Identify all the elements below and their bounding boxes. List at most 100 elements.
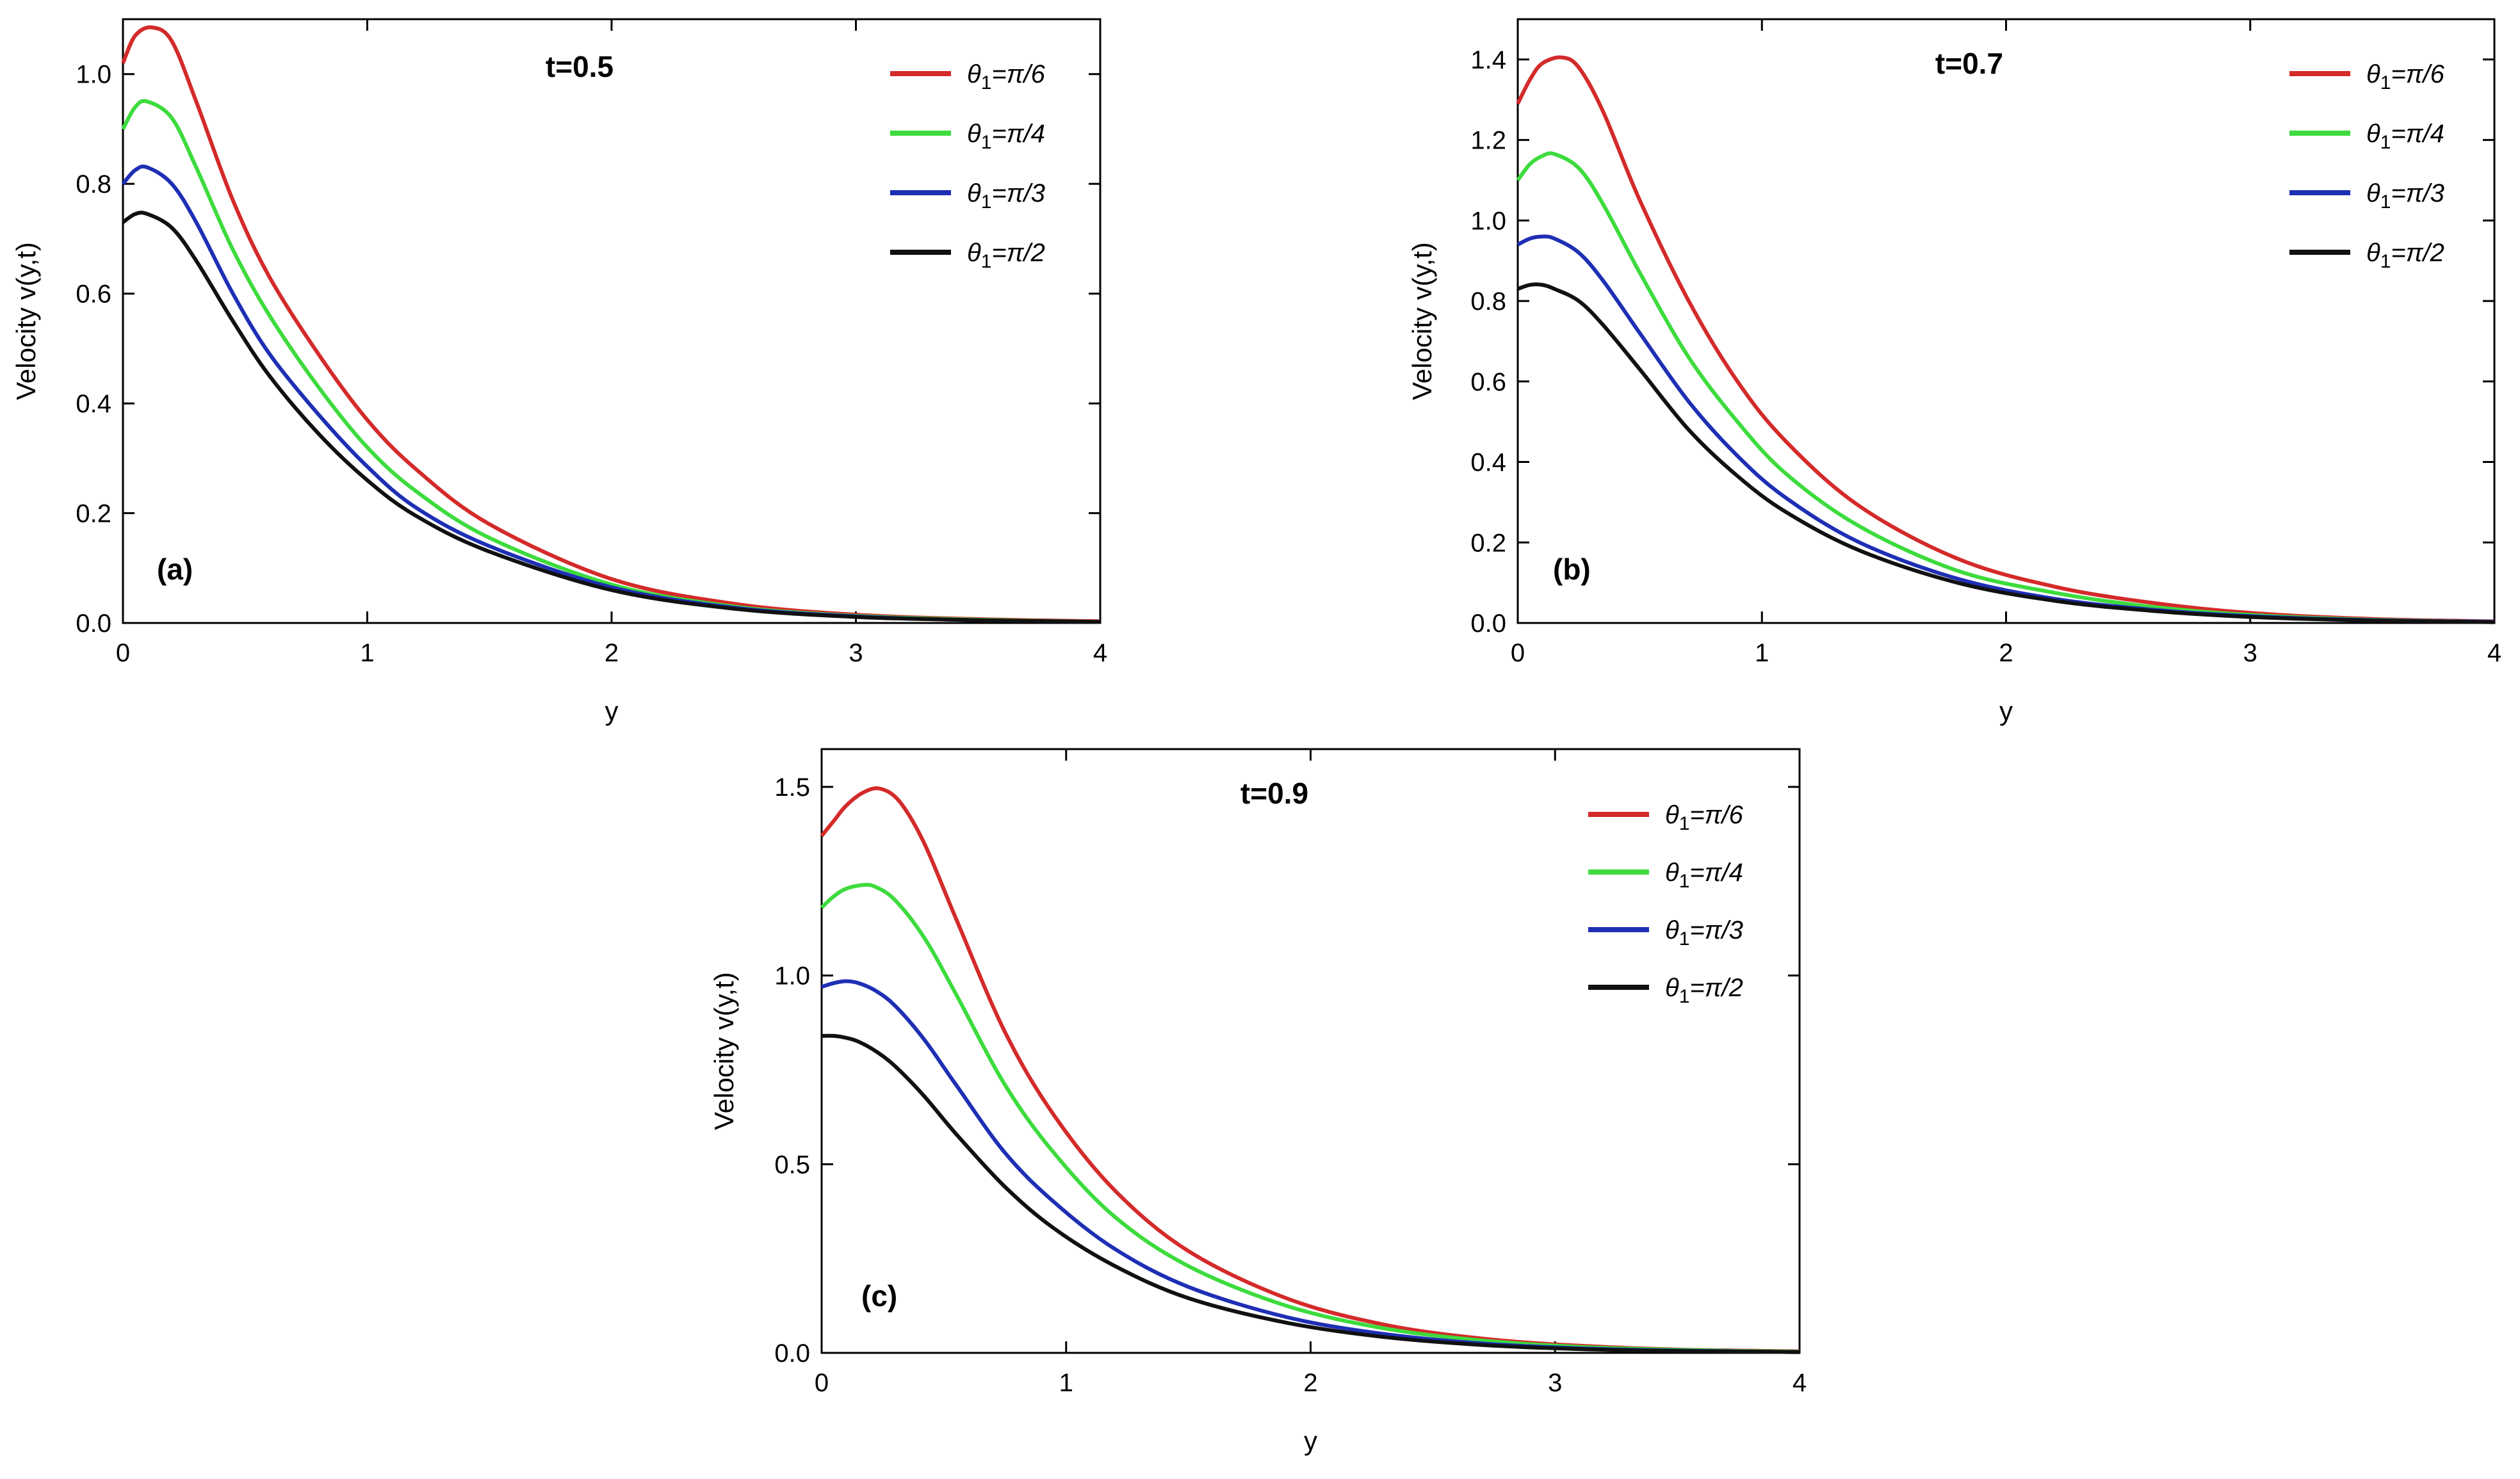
series-line-4 (1517, 282, 2495, 624)
x-tick-label: 3 (2243, 639, 2257, 667)
panel-label: (b) (1553, 553, 1591, 586)
legend-value: =π/2 (2391, 239, 2444, 267)
series-line-2 (1516, 151, 2495, 624)
series-line-2 (820, 882, 1800, 1354)
y-tick-label: 0.4 (76, 390, 111, 418)
legend-value: =π/3 (1689, 916, 1743, 944)
x-axis-label: y (1304, 1426, 1317, 1456)
x-tick-label: 1 (1059, 1369, 1073, 1397)
legend-subscript: 1 (2380, 191, 2391, 213)
x-axis-label: y (1999, 696, 2013, 726)
series-line-1 (1516, 55, 2495, 624)
y-tick-label: 0.6 (76, 280, 111, 309)
y-tick-label: 1.2 (1470, 127, 1506, 155)
legend-symbol: θ (2366, 239, 2380, 267)
y-tick-label: 0.4 (1470, 449, 1506, 477)
y-tick-label: 0.8 (1470, 287, 1506, 316)
legend-value: =π/4 (991, 120, 1045, 148)
legend-subscript: 1 (2380, 251, 2391, 272)
chart-panel-a: 0 1 2 3 4 0.0 0.2 0.4 0.6 0.8 1.0 y Velocity v(y,t) t… (11, 18, 1107, 726)
legend-entry-label: θ1=π/2 (2366, 239, 2444, 272)
legend-subscript: 1 (981, 191, 992, 213)
legend-value: =π/3 (991, 179, 1045, 207)
legend-entry-label: θ1=π/3 (2366, 179, 2444, 213)
x-tick-label: 1 (1755, 639, 1769, 667)
y-tick-label: 0.5 (774, 1151, 810, 1179)
y-tick-label: 0.8 (76, 170, 111, 198)
legend-entry-label: θ1=π/2 (967, 239, 1045, 272)
y-tick-label: 1.0 (774, 962, 810, 990)
series-line-4 (821, 1033, 1800, 1354)
legend-symbol: θ (1665, 859, 1679, 887)
y-tick-label: 1.4 (1470, 46, 1506, 74)
legend-value: =π/4 (1689, 859, 1743, 887)
legend-subscript: 1 (981, 251, 992, 272)
series-line-4 (122, 211, 1101, 624)
legend-subscript: 1 (2380, 132, 2391, 153)
y-tick-label: 0.0 (774, 1339, 810, 1368)
legend-subscript: 1 (1679, 871, 1690, 892)
legend-entry-label: θ1=π/6 (2366, 60, 2445, 93)
y-tick-label: 0.0 (76, 610, 111, 638)
x-tick-label: 2 (605, 639, 619, 667)
legend-subscript: 1 (1679, 813, 1690, 834)
series-line-1 (820, 786, 1800, 1354)
legend-symbol: θ (2366, 179, 2380, 207)
legend-subscript: 1 (981, 132, 992, 153)
legend-symbol: θ (967, 120, 981, 148)
y-tick-label: 1.5 (774, 773, 810, 802)
series-line-3 (1516, 234, 2495, 624)
panel-label: (c) (861, 1279, 897, 1313)
legend-symbol: θ (2366, 60, 2380, 88)
x-tick-label: 2 (1303, 1369, 1317, 1397)
x-tick-label: 4 (2487, 639, 2501, 667)
legend-symbol: θ (967, 179, 981, 207)
series-line-3 (121, 165, 1101, 624)
legend-symbol: θ (1665, 974, 1679, 1002)
x-tick-label: 0 (116, 639, 130, 667)
legend-subscript: 1 (2380, 72, 2391, 93)
x-tick-label: 4 (1093, 639, 1107, 667)
legend-value: =π/3 (2391, 179, 2444, 207)
legend-entry-label: θ1=π/4 (967, 120, 1045, 153)
y-tick-label: 0.2 (1470, 529, 1506, 557)
legend-value: =π/6 (1689, 801, 1743, 829)
panel-label: (a) (157, 553, 193, 586)
x-tick-label: 1 (360, 639, 374, 667)
x-tick-label: 0 (815, 1369, 829, 1397)
series-line-3 (821, 979, 1800, 1354)
legend-subscript: 1 (1679, 986, 1690, 1007)
y-tick-label: 0.2 (76, 500, 111, 528)
legend-entry-label: θ1=π/4 (1665, 859, 1743, 892)
legend-symbol: θ (967, 239, 981, 267)
legend-entry-label: θ1=π/4 (2366, 120, 2444, 153)
x-tick-label: 3 (849, 639, 863, 667)
legend-entry-label: θ1=π/3 (1665, 916, 1743, 950)
y-tick-label: 1.0 (1470, 207, 1506, 235)
legend-entry-label: θ1=π/2 (1665, 974, 1743, 1007)
series-line-2 (121, 99, 1101, 624)
legend-symbol: θ (1665, 916, 1679, 944)
chart-title: t=0.7 (1935, 47, 2003, 80)
plot-frame (122, 18, 1101, 624)
legend-subscript: 1 (981, 72, 992, 93)
series-line-1 (121, 25, 1101, 624)
chart-panel-b: 0 1 2 3 4 0.0 0.2 0.4 0.6 0.8 1.0 1.2 1.4 y Velocity v… (1407, 18, 2501, 726)
y-axis-label: Velocity v(y,t) (1407, 242, 1437, 400)
legend-value: =π/2 (991, 239, 1045, 267)
plot-frame (1516, 18, 2496, 624)
legend-value: =π/6 (991, 60, 1045, 88)
y-tick-label: 0.6 (1470, 368, 1506, 396)
x-tick-label: 0 (1511, 639, 1525, 667)
y-tick-label: 0.0 (1470, 610, 1506, 638)
y-axis-label: Velocity v(y,t) (709, 972, 739, 1130)
y-tick-label: 1.0 (76, 61, 111, 89)
x-tick-label: 2 (1999, 639, 2013, 667)
chart-title: t=0.5 (546, 50, 614, 83)
x-axis-label: y (605, 696, 619, 726)
chart-title: t=0.9 (1240, 777, 1308, 810)
chart-panel-c: 0 1 2 3 4 0.0 0.5 1.0 1.5 y Velocity v(y,t) t=0.9 (c… (709, 748, 1807, 1456)
x-tick-label: 3 (1548, 1369, 1562, 1397)
legend-value: =π/6 (2391, 60, 2444, 88)
